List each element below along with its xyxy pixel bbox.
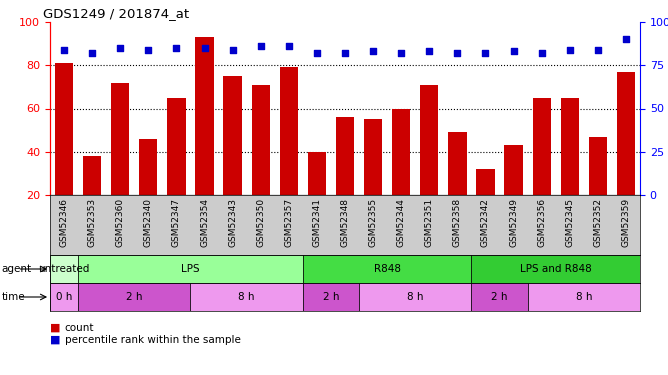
- Bar: [476, 169, 494, 195]
- Text: 2 h: 2 h: [491, 292, 508, 302]
- Text: 8 h: 8 h: [238, 292, 255, 302]
- Bar: [528, 283, 640, 311]
- Text: R848: R848: [373, 264, 401, 274]
- Text: GSM52346: GSM52346: [59, 198, 69, 247]
- Text: LPS and R848: LPS and R848: [520, 264, 592, 274]
- Bar: [83, 156, 102, 195]
- Point: [621, 36, 631, 42]
- Bar: [560, 98, 579, 195]
- Text: GSM52350: GSM52350: [257, 198, 265, 247]
- Point: [143, 46, 154, 53]
- Point: [199, 45, 210, 51]
- Bar: [50, 255, 78, 283]
- Bar: [364, 119, 382, 195]
- Text: GSM52342: GSM52342: [481, 198, 490, 247]
- Text: GSM52341: GSM52341: [313, 198, 321, 247]
- Text: GSM52352: GSM52352: [593, 198, 603, 247]
- Bar: [448, 132, 466, 195]
- Bar: [420, 85, 438, 195]
- Text: 8 h: 8 h: [407, 292, 424, 302]
- Text: GSM52357: GSM52357: [285, 198, 293, 247]
- Point: [480, 50, 491, 56]
- Point: [87, 50, 98, 56]
- Text: 8 h: 8 h: [576, 292, 592, 302]
- Bar: [139, 139, 158, 195]
- Bar: [196, 37, 214, 195]
- Point: [283, 43, 294, 49]
- Text: 2 h: 2 h: [126, 292, 142, 302]
- Point: [59, 46, 69, 53]
- Bar: [504, 145, 522, 195]
- Text: GSM52348: GSM52348: [341, 198, 349, 247]
- Text: 2 h: 2 h: [323, 292, 339, 302]
- Bar: [472, 255, 640, 283]
- Text: agent: agent: [1, 264, 31, 274]
- Text: GSM52360: GSM52360: [116, 198, 125, 247]
- Bar: [617, 72, 635, 195]
- Point: [564, 46, 575, 53]
- Point: [396, 50, 407, 56]
- Point: [424, 48, 435, 54]
- Point: [452, 50, 463, 56]
- Text: GSM52355: GSM52355: [369, 198, 377, 247]
- Text: time: time: [1, 292, 25, 302]
- Bar: [589, 136, 607, 195]
- Text: GSM52347: GSM52347: [172, 198, 181, 247]
- Bar: [303, 283, 359, 311]
- Bar: [167, 98, 186, 195]
- Text: GSM52345: GSM52345: [565, 198, 574, 247]
- Bar: [78, 283, 190, 311]
- Bar: [303, 255, 472, 283]
- Point: [171, 45, 182, 51]
- Point: [508, 48, 519, 54]
- Text: GSM52356: GSM52356: [537, 198, 546, 247]
- Text: count: count: [65, 323, 94, 333]
- Bar: [190, 283, 303, 311]
- Text: GSM52359: GSM52359: [621, 198, 631, 247]
- Bar: [392, 108, 410, 195]
- Text: ■: ■: [50, 323, 61, 333]
- Bar: [280, 68, 298, 195]
- Point: [368, 48, 379, 54]
- Text: GDS1249 / 201874_at: GDS1249 / 201874_at: [43, 7, 190, 20]
- Bar: [359, 283, 472, 311]
- Bar: [308, 152, 326, 195]
- Point: [227, 46, 238, 53]
- Point: [115, 45, 126, 51]
- Bar: [532, 98, 551, 195]
- Bar: [336, 117, 354, 195]
- Bar: [472, 283, 528, 311]
- Text: GSM52340: GSM52340: [144, 198, 153, 247]
- Bar: [224, 76, 242, 195]
- Text: GSM52343: GSM52343: [228, 198, 237, 247]
- Text: untreated: untreated: [38, 264, 90, 274]
- Bar: [252, 85, 270, 195]
- Text: GSM52358: GSM52358: [453, 198, 462, 247]
- Text: GSM52349: GSM52349: [509, 198, 518, 247]
- Bar: [55, 63, 73, 195]
- Point: [255, 43, 266, 49]
- Text: ■: ■: [50, 335, 61, 345]
- Point: [339, 50, 350, 56]
- Text: LPS: LPS: [181, 264, 200, 274]
- Text: GSM52351: GSM52351: [425, 198, 434, 247]
- Point: [593, 46, 603, 53]
- Text: GSM52353: GSM52353: [88, 198, 97, 247]
- Text: 0 h: 0 h: [56, 292, 72, 302]
- Text: percentile rank within the sample: percentile rank within the sample: [65, 335, 240, 345]
- Bar: [78, 255, 303, 283]
- Text: GSM52344: GSM52344: [397, 198, 405, 247]
- Text: GSM52354: GSM52354: [200, 198, 209, 247]
- Point: [311, 50, 322, 56]
- Point: [536, 50, 547, 56]
- Bar: [111, 82, 130, 195]
- Bar: [50, 283, 78, 311]
